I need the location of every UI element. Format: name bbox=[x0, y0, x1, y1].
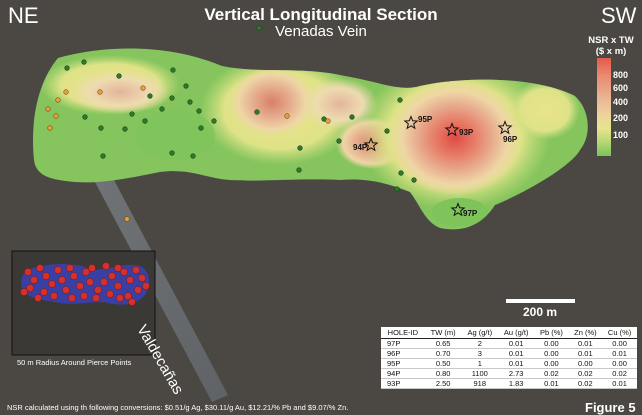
table-cell: 0.00 bbox=[568, 358, 603, 369]
table-cell: 0.70 bbox=[424, 348, 462, 359]
pierce-point-label-96P: 96P bbox=[503, 135, 518, 144]
pierce-point-star-93P bbox=[444, 122, 460, 137]
table-cell: 1.83 bbox=[497, 378, 535, 389]
table-header-cell: Pb (%) bbox=[534, 327, 569, 339]
table-cell: 0.01 bbox=[568, 348, 603, 359]
legend-tick-200: 200 bbox=[613, 113, 629, 123]
table-cell: 0.01 bbox=[497, 338, 535, 349]
footer-note: NSR calculated using th following conver… bbox=[7, 403, 349, 412]
table-cell: 1100 bbox=[461, 368, 498, 379]
drill-points-low bbox=[64, 25, 417, 192]
table-cell: 2 bbox=[461, 338, 498, 349]
assay-table: HOLE-ID TW (m) Ag (g/t) Au (g/t) Pb (%) Zn (%… bbox=[381, 327, 637, 389]
table-header-cell: Au (g/t) bbox=[497, 327, 535, 339]
figure-number: Figure 5 bbox=[585, 400, 636, 415]
table-cell: 0.00 bbox=[602, 358, 637, 369]
pierce-point-label-95P: 95P bbox=[418, 115, 433, 124]
pierce-point-label-94P: 94P bbox=[353, 143, 368, 152]
table-header-row: HOLE-ID TW (m) Ag (g/t) Au (g/t) Pb (%) Zn (%… bbox=[381, 327, 637, 339]
drill-points-high bbox=[45, 85, 331, 222]
table-header-cell: Zn (%) bbox=[568, 327, 603, 339]
figure-subtitle: Venadas Vein bbox=[275, 23, 367, 40]
pierce-point-label-97P: 97P bbox=[463, 209, 478, 218]
hole-id-cell: 96P bbox=[381, 348, 425, 359]
pierce-point-star-96P bbox=[497, 120, 513, 135]
table-cell: 0.02 bbox=[602, 368, 637, 379]
table-cell: 0.01 bbox=[602, 348, 637, 359]
table-cell: 0.01 bbox=[602, 378, 637, 389]
table-cell: 0.00 bbox=[602, 338, 637, 349]
table-cell: 2.50 bbox=[424, 378, 462, 389]
table-header-cell: Ag (g/t) bbox=[461, 327, 498, 339]
hole-id-cell: 95P bbox=[381, 358, 425, 369]
hole-id-cell: 97P bbox=[381, 338, 425, 349]
table-header-cell: TW (m) bbox=[424, 327, 462, 339]
table-row: 96P 0.70 3 0.01 0.00 0.01 0.01 bbox=[381, 348, 637, 359]
hole-id-cell: 93P bbox=[381, 378, 425, 389]
legend-colorbar bbox=[597, 58, 611, 156]
inset-map bbox=[11, 250, 156, 356]
ne-direction-label: NE bbox=[8, 3, 39, 28]
legend-tick-100: 100 bbox=[613, 130, 629, 140]
hole-id-cell: 94P bbox=[381, 368, 425, 379]
inset-caption: 50 m Radius Around Pierce Points bbox=[17, 358, 132, 367]
pierce-point-star-97P bbox=[450, 202, 466, 217]
table-cell: 0.01 bbox=[568, 338, 603, 349]
pierce-point-star-95P bbox=[403, 115, 419, 130]
table-cell: 0.02 bbox=[568, 378, 603, 389]
table-cell: 0.00 bbox=[534, 348, 569, 359]
table-cell: 3 bbox=[461, 348, 498, 359]
scale-bar-label: 200 m bbox=[523, 305, 558, 319]
pierce-points: 94P 95P 93P 96P 97P bbox=[353, 115, 518, 218]
table-cell: 0.01 bbox=[497, 348, 535, 359]
table-row: 93P 2.50 918 1.83 0.01 0.02 0.01 bbox=[381, 378, 637, 389]
table-cell: 0.65 bbox=[424, 338, 462, 349]
table-cell: 0.50 bbox=[424, 358, 462, 369]
table-cell: 1 bbox=[461, 358, 498, 369]
table-header-cell: Cu (%) bbox=[602, 327, 637, 339]
table-cell: 0.80 bbox=[424, 368, 462, 379]
table-cell: 0.02 bbox=[534, 368, 569, 379]
table-row: 95P 0.50 1 0.01 0.00 0.00 0.00 bbox=[381, 358, 637, 369]
sw-direction-label: SW bbox=[601, 3, 637, 28]
table-row: 94P 0.80 1100 2.73 0.02 0.02 0.02 bbox=[381, 368, 637, 379]
legend-tick-400: 400 bbox=[613, 97, 629, 107]
table-cell: 0.01 bbox=[534, 378, 569, 389]
table-cell: 0.01 bbox=[497, 358, 535, 369]
table-cell: 0.02 bbox=[568, 368, 603, 379]
scale-bar bbox=[506, 299, 575, 303]
table-cell: 0.00 bbox=[534, 358, 569, 369]
table-cell: 918 bbox=[461, 378, 498, 389]
legend-title: NSR x TW ($ x m) bbox=[588, 35, 634, 57]
pierce-point-label-93P: 93P bbox=[459, 128, 474, 137]
table-header-cell: HOLE-ID bbox=[381, 327, 425, 339]
table-cell: 2.73 bbox=[497, 368, 535, 379]
table-cell: 0.00 bbox=[534, 338, 569, 349]
table-row: 97P 0.65 2 0.01 0.00 0.01 0.00 bbox=[381, 338, 637, 349]
pierce-point-star-94P bbox=[363, 137, 379, 152]
figure-title: Vertical Longitudinal Section bbox=[204, 5, 438, 24]
legend-tick-600: 600 bbox=[613, 83, 629, 93]
legend-tick-800: 800 bbox=[613, 70, 629, 80]
